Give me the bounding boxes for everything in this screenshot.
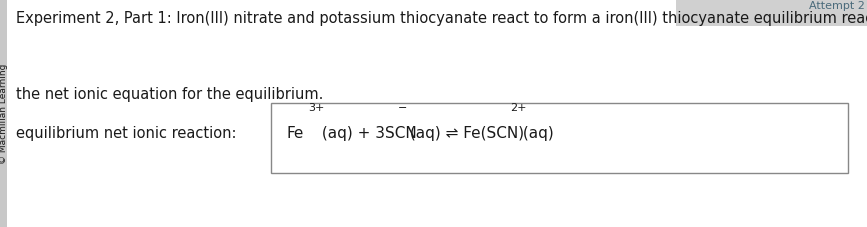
Text: 2+: 2+ <box>510 103 526 113</box>
Text: (aq) ⇌ Fe(SCN): (aq) ⇌ Fe(SCN) <box>405 125 524 140</box>
Text: (aq): (aq) <box>518 125 553 140</box>
FancyBboxPatch shape <box>271 103 848 174</box>
Text: Attempt 2: Attempt 2 <box>810 1 865 11</box>
Text: the net ionic equation for the equilibrium.: the net ionic equation for the equilibri… <box>16 86 323 101</box>
Text: 3+: 3+ <box>309 103 325 113</box>
Text: Fe: Fe <box>286 125 303 140</box>
Bar <box>0 0 7 227</box>
Text: −: − <box>398 103 407 113</box>
Text: equilibrium net ionic reaction:: equilibrium net ionic reaction: <box>16 125 236 140</box>
Text: © Macmillan Learning: © Macmillan Learning <box>0 64 8 163</box>
Text: (aq) + 3SCN: (aq) + 3SCN <box>317 125 417 140</box>
Text: Experiment 2, Part 1: Iron(III) nitrate and potassium thiocyanate react to form : Experiment 2, Part 1: Iron(III) nitrate … <box>16 11 867 26</box>
Bar <box>676 0 867 27</box>
